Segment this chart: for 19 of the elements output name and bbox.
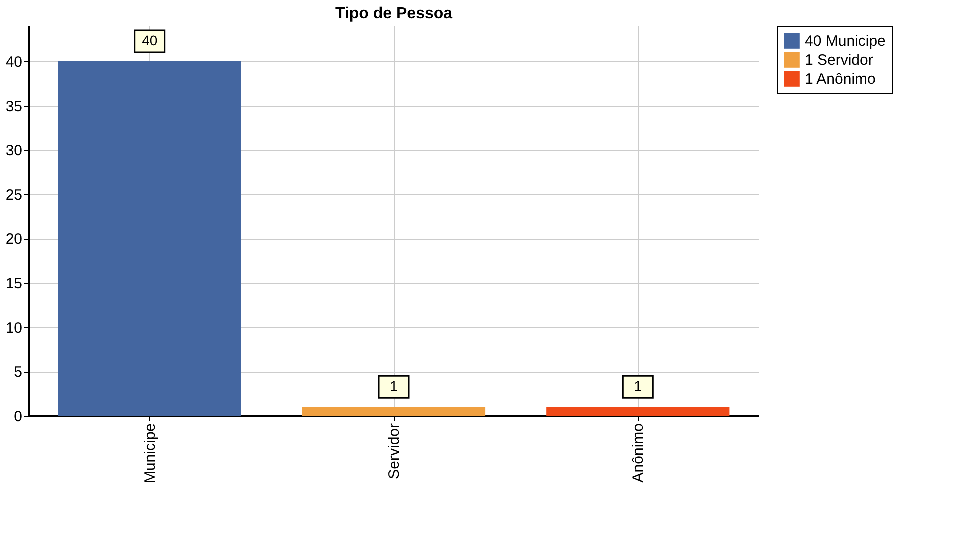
x-tick-label: Municipe <box>142 424 159 484</box>
y-tick-label: 20 <box>6 231 22 248</box>
y-tick-label: 0 <box>14 408 22 426</box>
x-tick-label: Anônimo <box>630 424 648 483</box>
y-tick-label: 5 <box>14 364 22 382</box>
y-tick-label: 25 <box>6 186 22 204</box>
y-tick-label: 10 <box>6 320 22 337</box>
y-tick-label: 15 <box>6 276 22 293</box>
data-label: 40 <box>142 32 158 48</box>
chart-title: Tipo de Pessoa <box>335 6 453 22</box>
legend-label: 1 Anônimo <box>805 71 876 88</box>
data-label: 1 <box>390 378 398 394</box>
y-tick-label: 35 <box>6 98 22 116</box>
legend-label: 1 Servidor <box>805 52 874 69</box>
x-tick-label: Servidor <box>386 424 403 480</box>
legend-label: 40 Municipe <box>805 33 886 50</box>
y-tick-label: 30 <box>6 142 22 160</box>
y-tick-label: 40 <box>6 54 22 71</box>
data-label: 1 <box>634 378 642 394</box>
